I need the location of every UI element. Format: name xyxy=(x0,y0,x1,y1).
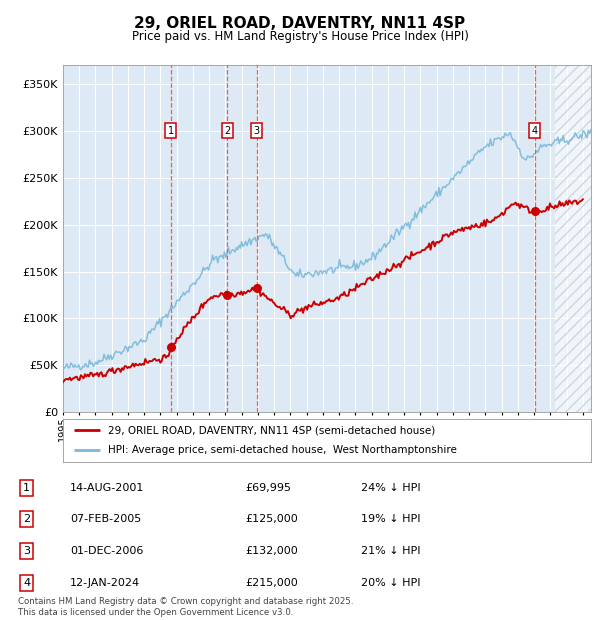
Text: 4: 4 xyxy=(532,126,538,136)
Text: £215,000: £215,000 xyxy=(245,578,298,588)
Text: 20% ↓ HPI: 20% ↓ HPI xyxy=(361,578,421,588)
Text: Contains HM Land Registry data © Crown copyright and database right 2025.
This d: Contains HM Land Registry data © Crown c… xyxy=(18,598,353,617)
Text: 1: 1 xyxy=(23,482,30,493)
Text: 21% ↓ HPI: 21% ↓ HPI xyxy=(361,546,421,556)
Text: 07-FEB-2005: 07-FEB-2005 xyxy=(70,515,142,525)
Text: £69,995: £69,995 xyxy=(245,482,291,493)
Text: 2: 2 xyxy=(224,126,230,136)
Text: 01-DEC-2006: 01-DEC-2006 xyxy=(70,546,143,556)
Text: 29, ORIEL ROAD, DAVENTRY, NN11 4SP: 29, ORIEL ROAD, DAVENTRY, NN11 4SP xyxy=(134,16,466,30)
Text: 4: 4 xyxy=(23,578,30,588)
Text: HPI: Average price, semi-detached house,  West Northamptonshire: HPI: Average price, semi-detached house,… xyxy=(108,445,457,455)
Text: 12-JAN-2024: 12-JAN-2024 xyxy=(70,578,140,588)
Text: 3: 3 xyxy=(254,126,260,136)
Bar xyxy=(555,65,591,412)
Text: Price paid vs. HM Land Registry's House Price Index (HPI): Price paid vs. HM Land Registry's House … xyxy=(131,30,469,43)
Text: 29, ORIEL ROAD, DAVENTRY, NN11 4SP (semi-detached house): 29, ORIEL ROAD, DAVENTRY, NN11 4SP (semi… xyxy=(108,425,435,435)
Text: 19% ↓ HPI: 19% ↓ HPI xyxy=(361,515,421,525)
Text: £125,000: £125,000 xyxy=(245,515,298,525)
Text: £132,000: £132,000 xyxy=(245,546,298,556)
Text: 2: 2 xyxy=(23,515,30,525)
Text: 14-AUG-2001: 14-AUG-2001 xyxy=(70,482,145,493)
Text: 24% ↓ HPI: 24% ↓ HPI xyxy=(361,482,421,493)
Text: 3: 3 xyxy=(23,546,30,556)
Text: 1: 1 xyxy=(167,126,173,136)
